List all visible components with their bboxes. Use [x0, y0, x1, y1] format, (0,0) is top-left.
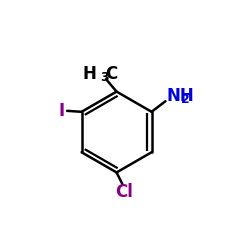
- Text: NH: NH: [166, 88, 194, 106]
- Text: 3: 3: [100, 71, 109, 84]
- Text: C: C: [106, 65, 118, 83]
- Text: I: I: [59, 102, 65, 120]
- Text: Cl: Cl: [115, 183, 133, 201]
- Text: 2: 2: [181, 94, 190, 106]
- Text: H: H: [82, 65, 96, 83]
